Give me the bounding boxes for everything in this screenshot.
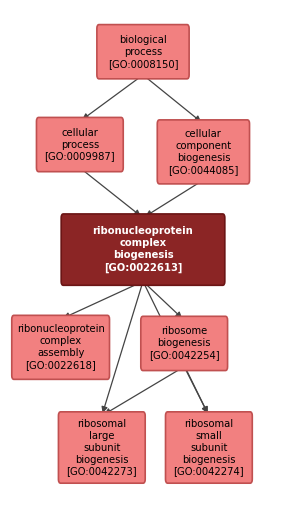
Text: ribonucleoprotein
complex
biogenesis
[GO:0022613]: ribonucleoprotein complex biogenesis [GO…: [93, 227, 193, 273]
Text: biological
process
[GO:0008150]: biological process [GO:0008150]: [108, 35, 178, 69]
FancyBboxPatch shape: [61, 214, 225, 285]
Text: ribosome
biogenesis
[GO:0042254]: ribosome biogenesis [GO:0042254]: [149, 326, 219, 360]
FancyBboxPatch shape: [141, 316, 228, 371]
Text: cellular
process
[GO:0009987]: cellular process [GO:0009987]: [45, 128, 115, 161]
FancyBboxPatch shape: [58, 412, 145, 483]
Text: ribosomal
small
subunit
biogenesis
[GO:0042274]: ribosomal small subunit biogenesis [GO:0…: [174, 418, 244, 476]
FancyBboxPatch shape: [37, 118, 123, 172]
FancyBboxPatch shape: [166, 412, 252, 483]
Text: ribonucleoprotein
complex
assembly
[GO:0022618]: ribonucleoprotein complex assembly [GO:0…: [17, 324, 105, 371]
Text: cellular
component
biogenesis
[GO:0044085]: cellular component biogenesis [GO:004408…: [168, 129, 239, 175]
FancyBboxPatch shape: [157, 120, 249, 184]
FancyBboxPatch shape: [97, 24, 189, 79]
FancyBboxPatch shape: [12, 316, 110, 379]
Text: ribosomal
large
subunit
biogenesis
[GO:0042273]: ribosomal large subunit biogenesis [GO:0…: [67, 418, 137, 476]
